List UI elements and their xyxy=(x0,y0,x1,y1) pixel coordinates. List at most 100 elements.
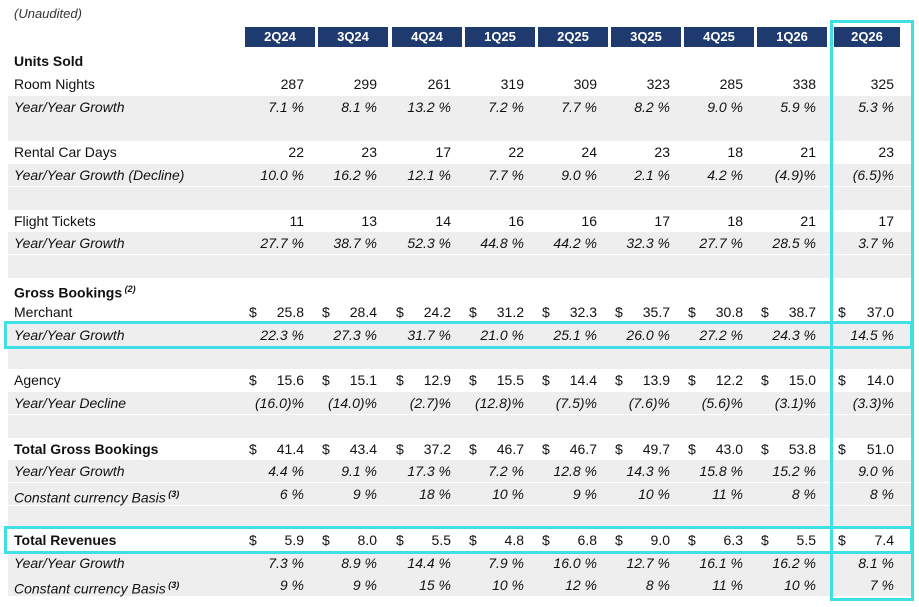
column-header-2q25: 2Q25 xyxy=(538,27,608,47)
row-label: Year/Year Decline xyxy=(14,392,126,414)
cell-value: 325 xyxy=(870,75,894,92)
table-cell: 309 xyxy=(538,73,611,95)
row-label: Year/Year Growth xyxy=(14,460,125,482)
table-row: Constant currency Basis (3) 6 % 9 % 18 % 10 … xyxy=(8,483,913,506)
cell-value: 25.8 xyxy=(276,303,304,320)
table-cell: (5.6)% xyxy=(684,392,757,414)
table-cell: 10 % xyxy=(465,483,538,505)
table-cell: $15.1 xyxy=(318,369,391,391)
cell-value: 46.7 xyxy=(496,440,524,457)
column-header-4q25: 4Q25 xyxy=(684,27,754,47)
table-cell: $46.7 xyxy=(538,438,611,460)
row-label-text: Rental Car Days xyxy=(14,144,117,161)
row-label-text: Year/Year Growth xyxy=(14,554,125,571)
table-cell: 8.2 % xyxy=(611,96,684,118)
table-cell: 8 % xyxy=(834,483,908,505)
table-cell: 10 % xyxy=(611,483,684,505)
currency-symbol: $ xyxy=(615,303,623,320)
table-cell: 8 % xyxy=(611,574,684,596)
table-cell: 5.3 % xyxy=(834,96,908,118)
cell-value: 6.3 xyxy=(723,531,743,548)
unaudited-note: (Unaudited) xyxy=(14,6,82,21)
cell-value: 8.0 xyxy=(357,531,377,548)
cell-value: 49.7 xyxy=(642,440,670,457)
cell-value: 7.3 % xyxy=(268,554,304,571)
table-cell: 13.2 % xyxy=(392,96,465,118)
row-label-text: Room Nights xyxy=(14,75,95,92)
cell-value: 31.7 % xyxy=(407,326,451,343)
table-cell: 7.7 % xyxy=(465,164,538,186)
table-cell: 26.0 % xyxy=(611,324,684,346)
cell-value: 9.1 % xyxy=(341,463,377,480)
table-cell: $14.0 xyxy=(834,369,908,391)
table-cell: $8.0 xyxy=(318,529,391,551)
cell-value: 4.8 xyxy=(504,531,524,548)
column-header-3q25: 3Q25 xyxy=(611,27,681,47)
cell-value: 261 xyxy=(427,75,451,92)
currency-symbol: $ xyxy=(469,372,477,389)
cell-value: 21.0 % xyxy=(480,326,524,343)
cell-value: 25.1 % xyxy=(553,326,597,343)
table-cell: 24 xyxy=(538,141,611,163)
table-cell: 21 xyxy=(757,210,830,232)
table-cell: 7.7 % xyxy=(538,96,611,118)
cell-value: 13.2 % xyxy=(407,98,451,115)
currency-symbol: $ xyxy=(688,531,696,548)
cell-value: 17 xyxy=(654,212,670,229)
table-cell: 18 xyxy=(684,141,757,163)
currency-symbol: $ xyxy=(322,303,330,320)
table-cell: 52.3 % xyxy=(392,232,465,254)
row-label: Flight Tickets xyxy=(14,210,96,232)
cell-value: 323 xyxy=(646,75,670,92)
row-label-text: Total Gross Bookings xyxy=(14,440,159,457)
cell-value: 18 xyxy=(727,144,743,161)
cell-value: 9.0 % xyxy=(858,463,894,480)
table-cell: (14.0)% xyxy=(318,392,391,414)
table-cell: 25.1 % xyxy=(538,324,611,346)
cell-value: 5.5 xyxy=(796,531,816,548)
table-cell: $31.2 xyxy=(465,301,538,323)
cell-value: 22 xyxy=(288,144,304,161)
row-label: Total Gross Bookings xyxy=(14,438,158,460)
cell-value: 27.2 % xyxy=(699,326,743,343)
table-row: Year/Year Growth 4.4 % 9.1 % 17.3 % 7.2 % 12.… xyxy=(8,460,913,483)
cell-value: 5.3 % xyxy=(858,98,894,115)
table-cell: 12 % xyxy=(538,574,611,596)
cell-value: (12.8)% xyxy=(474,395,524,411)
table-cell: 23 xyxy=(834,141,908,163)
table-cell: 21 xyxy=(757,141,830,163)
table-cell: 299 xyxy=(318,73,391,95)
table-cell: 23 xyxy=(318,141,391,163)
table-row: Merchant $25.8 $28.4 $24.2 $31.2 $32.3 $35.7 $3… xyxy=(8,301,913,323)
row-label: Units Sold xyxy=(14,50,83,72)
column-header-4q24: 4Q24 xyxy=(392,27,462,47)
table-cell: 338 xyxy=(757,73,830,95)
table-cell: 9.1 % xyxy=(318,460,391,482)
table-cell: $37.0 xyxy=(834,301,908,323)
cell-value: 8.2 % xyxy=(634,98,670,115)
cell-value: 30.8 xyxy=(715,303,743,320)
cell-value: 31.2 xyxy=(496,303,524,320)
cell-value: 7.4 xyxy=(874,531,894,548)
table-cell: 319 xyxy=(465,73,538,95)
table-cell: $4.8 xyxy=(465,529,538,551)
table-cell: 22 xyxy=(245,141,318,163)
table-cell: 5.9 % xyxy=(757,96,830,118)
table-cell: (16.0)% xyxy=(245,392,318,414)
currency-symbol: $ xyxy=(469,440,477,457)
currency-symbol: $ xyxy=(542,303,550,320)
table-row: Year/Year Decline (16.0)% (14.0)% (2.7)% (12… xyxy=(8,392,913,414)
cell-value: 18 % xyxy=(419,486,451,503)
table-cell: 285 xyxy=(684,73,757,95)
row-label: Constant currency Basis (3) xyxy=(14,574,179,600)
table-cell: 15.8 % xyxy=(684,460,757,482)
table-cell: 17 xyxy=(392,141,465,163)
table-cell: (2.7)% xyxy=(392,392,465,414)
cell-value: 6 % xyxy=(279,486,304,503)
table-cell: 9.0 % xyxy=(684,96,757,118)
currency-symbol: $ xyxy=(322,372,330,389)
cell-value: 319 xyxy=(500,75,524,92)
cell-value: 23 xyxy=(361,144,377,161)
table-cell: 4.2 % xyxy=(684,164,757,186)
table-cell: 15.2 % xyxy=(757,460,830,482)
